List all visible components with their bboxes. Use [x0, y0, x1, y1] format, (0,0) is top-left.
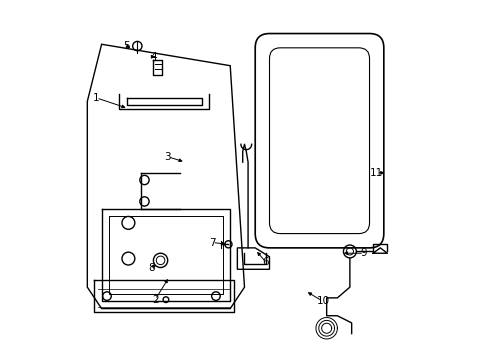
Text: 9: 9: [360, 248, 366, 258]
Text: 1: 1: [93, 93, 100, 103]
Text: 8: 8: [148, 262, 155, 273]
Text: 10: 10: [316, 296, 329, 306]
Text: 6: 6: [262, 257, 269, 267]
Text: 3: 3: [164, 152, 171, 162]
Text: 7: 7: [208, 238, 215, 248]
Text: 11: 11: [369, 168, 383, 178]
Text: 4: 4: [150, 52, 156, 62]
Text: 2: 2: [152, 295, 158, 305]
Text: 5: 5: [123, 41, 130, 51]
